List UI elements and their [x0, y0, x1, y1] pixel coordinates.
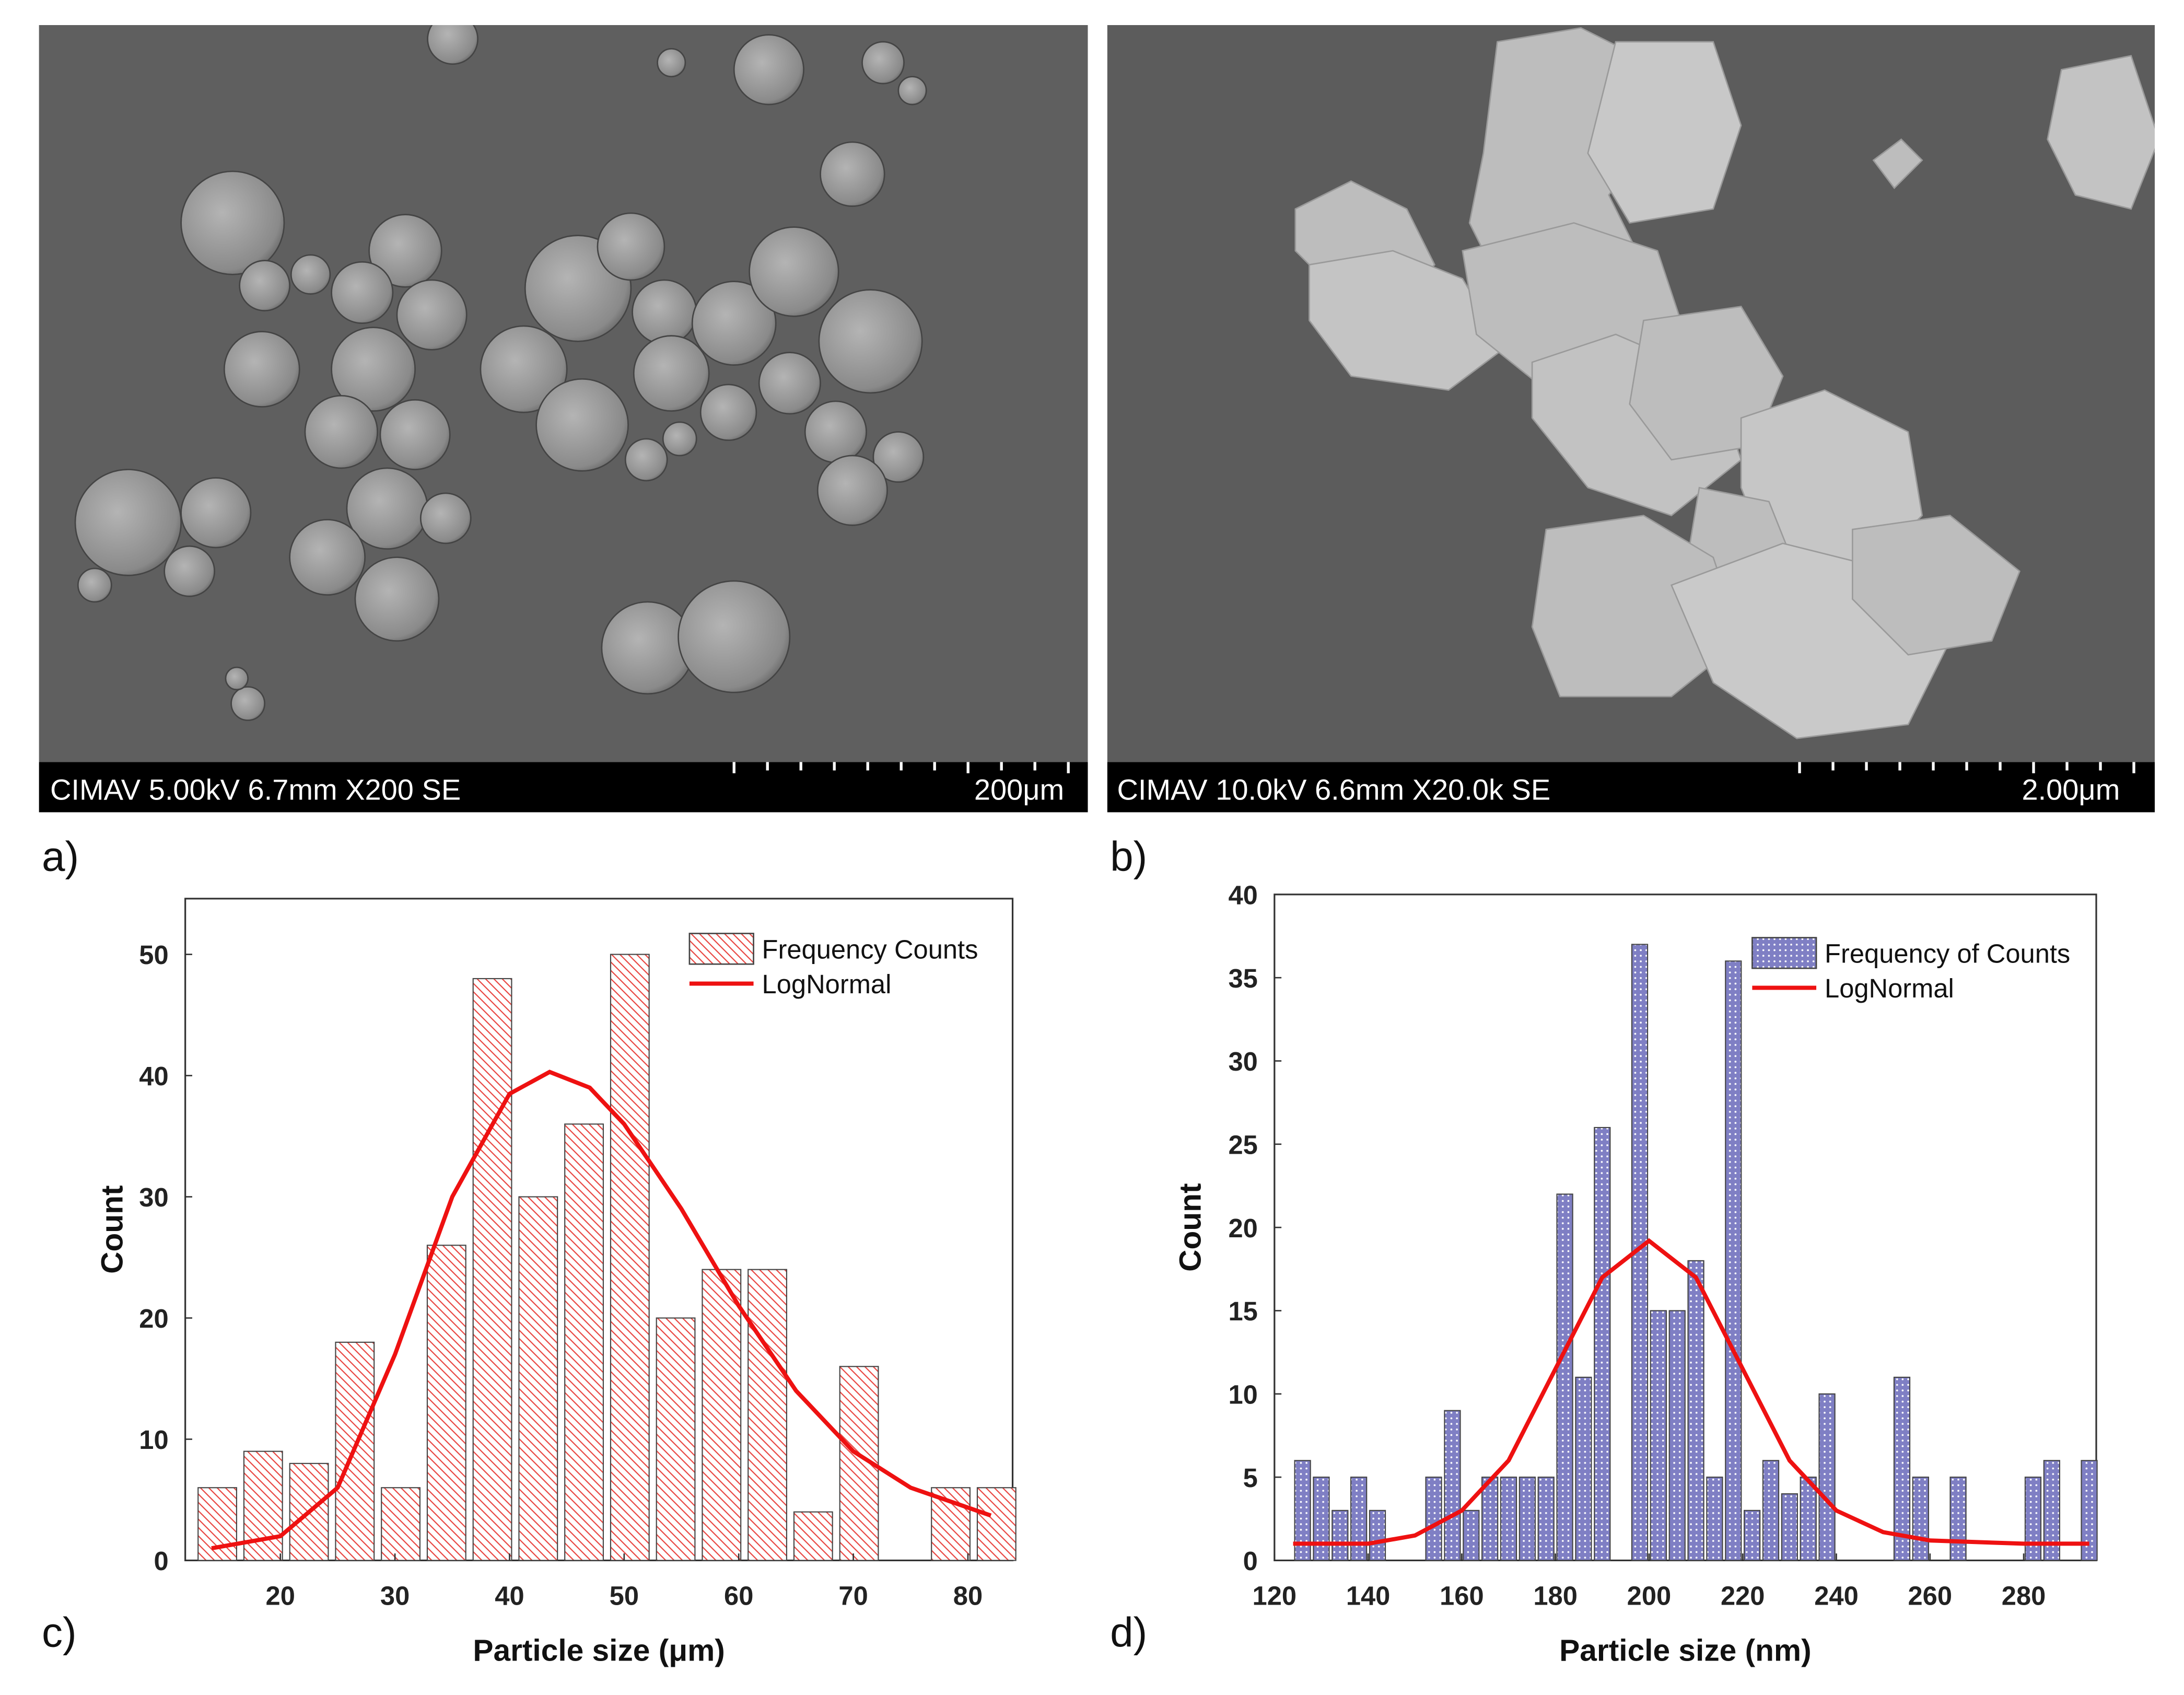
- bar: [1650, 1310, 1667, 1561]
- bar: [1762, 1460, 1780, 1561]
- bar: [1818, 1393, 1836, 1561]
- x-tick-label: 280: [2002, 1581, 2046, 1611]
- panel-label: d): [1110, 1609, 1147, 1656]
- bar: [1893, 1376, 1911, 1561]
- fit-line: [211, 1070, 992, 1551]
- image-caption: CIMAV 5.00kV 6.7mm X200 SE: [50, 773, 461, 806]
- x-tick-label: 140: [1346, 1581, 1391, 1611]
- x-axis-label: Particle size (nm): [1559, 1633, 1811, 1667]
- panel-label: a): [42, 833, 79, 880]
- bar: [748, 1269, 787, 1561]
- bar: [1500, 1477, 1517, 1561]
- bar: [793, 1511, 833, 1561]
- legend-label: Frequency Counts: [762, 935, 978, 965]
- bar: [1800, 1477, 1817, 1561]
- bar: [1519, 1477, 1536, 1561]
- bar: [610, 954, 650, 1561]
- bar: [1744, 1510, 1761, 1561]
- y-tick-label: 40: [139, 1061, 168, 1091]
- x-tick-label: 160: [1440, 1581, 1484, 1611]
- x-tick-label: 40: [495, 1581, 524, 1611]
- bar: [1350, 1477, 1368, 1561]
- x-tick-label: 20: [266, 1581, 295, 1611]
- bar: [1725, 960, 1742, 1561]
- legend-swatch: [688, 933, 754, 965]
- bar: [1706, 1477, 1723, 1561]
- y-tick-label: 10: [1228, 1379, 1257, 1409]
- y-tick-label: 30: [1228, 1047, 1257, 1076]
- bar: [197, 1487, 237, 1561]
- legend-label: LogNormal: [762, 969, 892, 999]
- legend-swatch: [1751, 937, 1817, 969]
- bar: [702, 1269, 742, 1561]
- bar: [518, 1196, 558, 1561]
- x-tick-label: 240: [1814, 1581, 1859, 1611]
- bar: [656, 1317, 696, 1561]
- bar: [426, 1245, 466, 1561]
- x-tick-label: 60: [724, 1581, 753, 1611]
- y-tick-label: 0: [154, 1546, 168, 1576]
- bar: [1594, 1127, 1611, 1561]
- y-axis-label: Count: [1173, 1183, 1207, 1271]
- bar: [1537, 1477, 1555, 1561]
- bar: [1369, 1510, 1386, 1561]
- x-tick-label: 120: [1253, 1581, 1297, 1611]
- y-tick-label: 30: [139, 1182, 168, 1212]
- x-tick-label: 200: [1627, 1581, 1672, 1611]
- y-tick-label: 15: [1228, 1296, 1257, 1326]
- sem-image-b: CIMAV 10.0kV 6.6mm X20.0k SE 2.00μm: [1107, 25, 2155, 812]
- bar: [381, 1487, 421, 1561]
- x-tick-label: 50: [610, 1581, 639, 1611]
- panel-label: b): [1110, 833, 1147, 880]
- y-tick-label: 25: [1228, 1130, 1257, 1159]
- bar: [1687, 1260, 1704, 1561]
- bar: [1481, 1477, 1499, 1561]
- y-tick-label: 20: [139, 1304, 168, 1333]
- bar: [564, 1123, 604, 1561]
- y-tick-label: 5: [1243, 1463, 1258, 1493]
- legend-label: LogNormal: [1825, 973, 1954, 1003]
- bar: [1556, 1193, 1573, 1561]
- y-tick-label: 35: [1228, 963, 1257, 993]
- x-tick-label: 260: [1908, 1581, 1953, 1611]
- bar: [2024, 1477, 2042, 1561]
- bar: [1313, 1477, 1330, 1561]
- x-tick-label: 80: [953, 1581, 983, 1611]
- bar: [1425, 1477, 1442, 1561]
- bar: [1463, 1510, 1480, 1561]
- scale-label: 200μm: [974, 773, 1064, 806]
- y-tick-label: 10: [139, 1425, 168, 1455]
- bar: [1444, 1410, 1461, 1561]
- bar: [472, 978, 512, 1561]
- image-caption: CIMAV 10.0kV 6.6mm X20.0k SE: [1117, 773, 1550, 806]
- x-axis-label: Particle size (μm): [473, 1633, 725, 1667]
- y-tick-label: 20: [1228, 1213, 1257, 1243]
- bar: [1949, 1477, 1967, 1561]
- bar: [1575, 1376, 1592, 1561]
- x-tick-label: 70: [838, 1581, 868, 1611]
- bar: [976, 1487, 1017, 1561]
- bar: [1781, 1493, 1798, 1561]
- sem-image-a: CIMAV 5.00kV 6.7mm X200 SE 200μm: [39, 25, 1088, 812]
- bar: [1668, 1310, 1686, 1561]
- y-tick-label: 40: [1228, 880, 1257, 910]
- y-tick-label: 50: [139, 940, 168, 970]
- legend-label: Frequency of Counts: [1825, 939, 2070, 969]
- x-tick-label: 180: [1533, 1581, 1578, 1611]
- bar: [1912, 1477, 1929, 1561]
- x-tick-label: 30: [380, 1581, 410, 1611]
- bar: [243, 1450, 283, 1561]
- y-tick-label: 0: [1243, 1546, 1258, 1576]
- bar: [1332, 1510, 1349, 1561]
- fit-line: [1293, 1238, 2089, 1546]
- panel-label: c): [42, 1609, 77, 1656]
- x-tick-label: 220: [1721, 1581, 1765, 1611]
- y-axis-label: Count: [96, 1185, 130, 1273]
- scale-label: 2.00μm: [2022, 773, 2120, 806]
